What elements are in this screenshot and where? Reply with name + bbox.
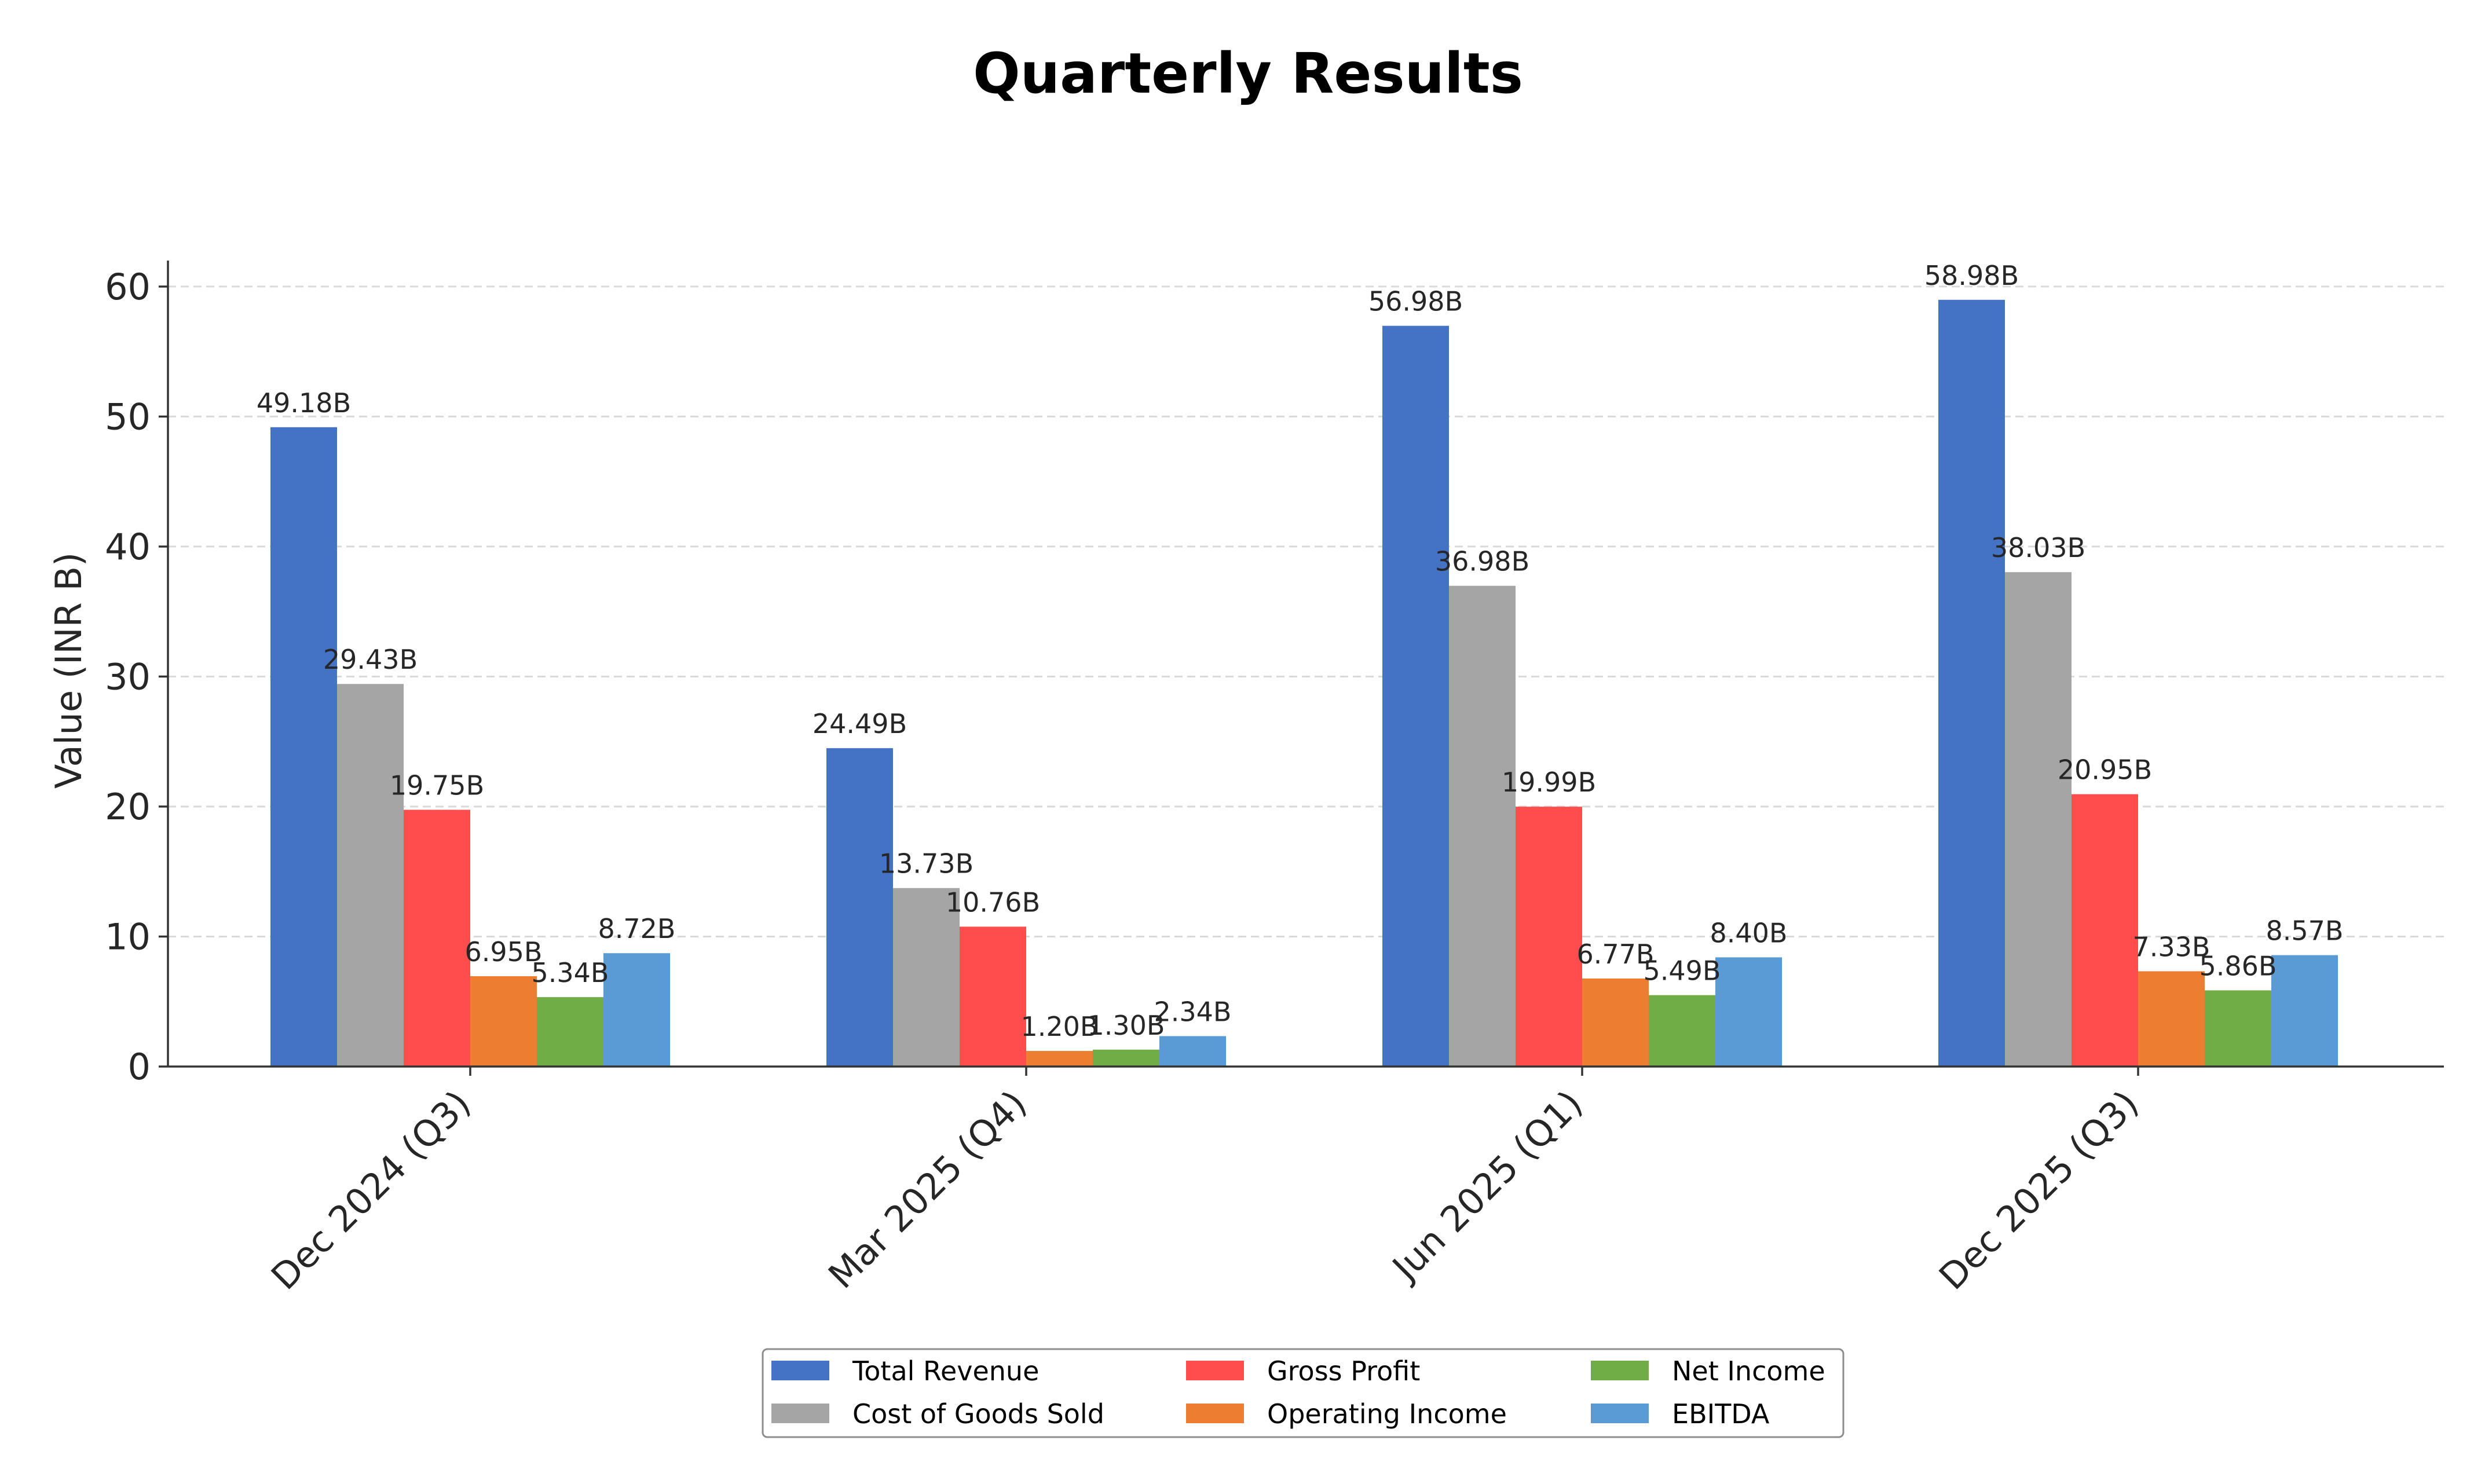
data-label: 13.73B bbox=[879, 848, 973, 880]
bar-total-revenue-3 bbox=[1938, 299, 2005, 1067]
bar-cost-of-goods-sold-1 bbox=[893, 888, 960, 1067]
y-tick-label: 10 bbox=[105, 915, 151, 958]
legend-label: Gross Profit bbox=[1267, 1355, 1420, 1387]
data-label: 24.49B bbox=[813, 708, 907, 739]
bar-ebitda-3 bbox=[2271, 955, 2338, 1067]
data-label: 8.72B bbox=[598, 913, 676, 944]
bar-cost-of-goods-sold-2 bbox=[1449, 585, 1516, 1067]
legend-label: Total Revenue bbox=[852, 1355, 1039, 1387]
legend-label: Operating Income bbox=[1267, 1398, 1507, 1430]
data-label: 38.03B bbox=[1991, 532, 2085, 563]
data-label: 5.86B bbox=[2199, 950, 2277, 981]
data-label: 2.34B bbox=[1154, 996, 1232, 1027]
data-label: 1.20B bbox=[1021, 1011, 1099, 1042]
legend-box bbox=[762, 1348, 1844, 1438]
bar-net-income-1 bbox=[1093, 1049, 1159, 1067]
x-tick-label: Dec 2025 (Q3) bbox=[1931, 1082, 2147, 1298]
legend-swatch bbox=[771, 1361, 829, 1380]
data-label: 6.77B bbox=[1577, 939, 1655, 970]
bar-net-income-0 bbox=[537, 997, 603, 1067]
bar-total-revenue-2 bbox=[1382, 325, 1449, 1067]
x-tick-label: Mar 2025 (Q4) bbox=[820, 1082, 1034, 1296]
bar-ebitda-0 bbox=[603, 953, 670, 1067]
bar-gross-profit-3 bbox=[2072, 794, 2138, 1067]
gridlines bbox=[168, 285, 2444, 937]
legend-label: Cost of Goods Sold bbox=[852, 1398, 1104, 1430]
y-tick-label: 0 bbox=[128, 1046, 151, 1088]
x-tick-label: Dec 2024 (Q3) bbox=[263, 1082, 479, 1298]
bar-gross-profit-1 bbox=[960, 926, 1026, 1067]
bar-operating-income-1 bbox=[1026, 1051, 1093, 1067]
data-label: 58.98B bbox=[1924, 260, 2019, 291]
legend-label: Net Income bbox=[1672, 1355, 1825, 1387]
data-label: 36.98B bbox=[1435, 546, 1529, 577]
legend-swatch bbox=[1591, 1404, 1649, 1423]
bar-net-income-2 bbox=[1649, 995, 1715, 1067]
legend-swatch bbox=[1186, 1404, 1244, 1423]
data-label: 29.43B bbox=[323, 644, 418, 675]
x-axis-ticks: Dec 2024 (Q3) Mar 2025 (Q4) Jun 2025 (Q1) D… bbox=[263, 1067, 2147, 1298]
y-axis-label: Value (INR B) bbox=[47, 552, 90, 789]
y-tick-label: 30 bbox=[105, 655, 151, 698]
data-label: 56.98B bbox=[1368, 286, 1463, 317]
legend: Total Revenue Cost of Goods Sold Gross Pro… bbox=[762, 1348, 1844, 1438]
bar-gross-profit-2 bbox=[1516, 807, 1582, 1067]
bar-cost-of-goods-sold-0 bbox=[337, 684, 404, 1067]
legend-swatch bbox=[1186, 1361, 1244, 1380]
data-label: 49.18B bbox=[257, 387, 351, 419]
bar-operating-income-0 bbox=[470, 976, 537, 1067]
data-label: 10.76B bbox=[946, 886, 1040, 918]
data-label: 20.95B bbox=[2058, 754, 2152, 786]
legend-swatch bbox=[771, 1404, 829, 1423]
bar-ebitda-2 bbox=[1715, 957, 1782, 1067]
axes bbox=[167, 261, 2444, 1068]
legend-swatch bbox=[1591, 1361, 1649, 1380]
bars bbox=[270, 299, 2338, 1067]
data-label: 19.75B bbox=[390, 770, 484, 801]
bar-cost-of-goods-sold-3 bbox=[2005, 572, 2072, 1067]
data-label: 7.33B bbox=[2133, 931, 2210, 962]
legend-label: EBITDA bbox=[1672, 1398, 1770, 1430]
data-label: 8.57B bbox=[2266, 915, 2344, 947]
bar-ebitda-1 bbox=[1159, 1036, 1226, 1067]
y-tick-label: 50 bbox=[105, 395, 151, 438]
data-label: 5.34B bbox=[532, 957, 609, 988]
y-tick-label: 60 bbox=[105, 266, 151, 308]
data-label: 8.40B bbox=[1710, 917, 1788, 948]
bar-total-revenue-0 bbox=[270, 427, 337, 1067]
y-axis-ticks: 0 10 20 30 40 50 60 bbox=[105, 266, 168, 1088]
bar-net-income-3 bbox=[2205, 990, 2271, 1067]
data-label: 1.30B bbox=[1088, 1010, 1165, 1041]
x-tick-label: Jun 2025 (Q1) bbox=[1383, 1082, 1591, 1290]
data-label: 5.49B bbox=[1644, 955, 1721, 987]
bar-operating-income-2 bbox=[1582, 979, 1649, 1067]
bar-gross-profit-0 bbox=[404, 809, 470, 1067]
data-label: 6.95B bbox=[465, 936, 543, 968]
data-label: 19.99B bbox=[1502, 767, 1596, 798]
y-tick-label: 20 bbox=[105, 786, 151, 828]
y-tick-label: 40 bbox=[105, 526, 151, 568]
chart-title: Quarterly Results bbox=[973, 41, 1523, 106]
bar-operating-income-3 bbox=[2138, 971, 2205, 1067]
bar-total-revenue-1 bbox=[826, 748, 893, 1067]
